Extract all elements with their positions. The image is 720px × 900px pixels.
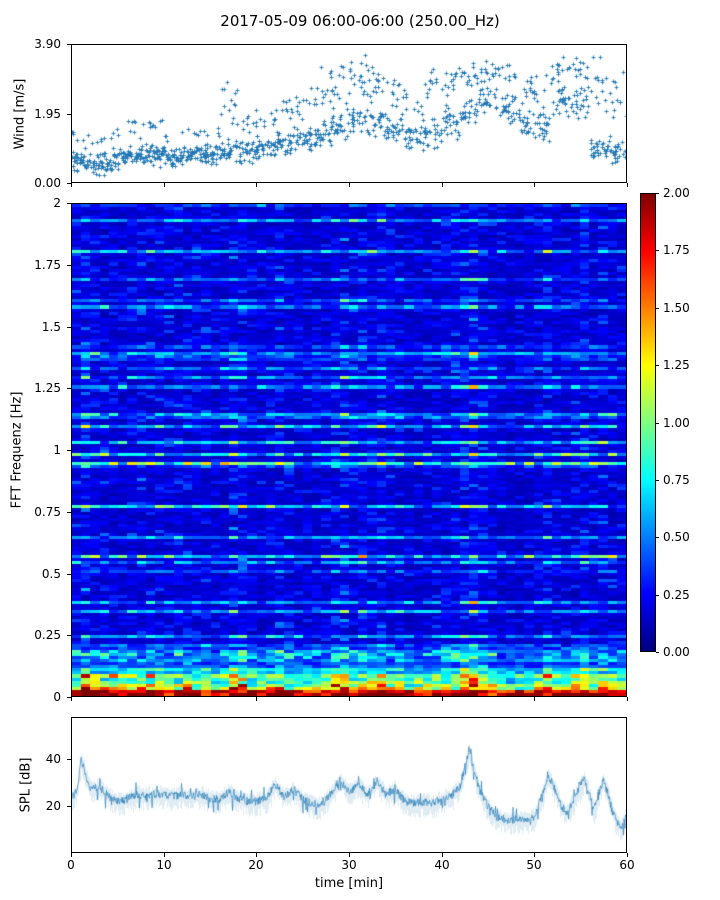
y-tick-label: 1 xyxy=(53,443,61,457)
x-tick-mark xyxy=(71,183,72,187)
y-tick-label: 0.75 xyxy=(34,505,61,519)
x-tick-mark xyxy=(627,697,628,701)
x-tick-label: 40 xyxy=(434,858,450,872)
x-tick-mark xyxy=(442,183,443,187)
y-tick-label: 2 xyxy=(53,196,61,210)
x-tick-label: 30 xyxy=(341,858,357,872)
x-tick-mark xyxy=(534,697,535,701)
colorbar-tick-label: 1.75 xyxy=(663,243,690,257)
x-tick-mark xyxy=(627,183,628,187)
y-tick-mark xyxy=(67,183,71,184)
wind-panel xyxy=(71,44,627,183)
colorbar-tick-label: 0.75 xyxy=(663,473,690,487)
x-tick-mark xyxy=(256,853,257,857)
x-tick-mark xyxy=(442,853,443,857)
colorbar-tick-mark xyxy=(656,652,659,653)
colorbar-tick-label: 0.50 xyxy=(663,530,690,544)
y-tick-label: 1.5 xyxy=(41,320,61,334)
x-tick-mark xyxy=(442,697,443,701)
x-tick-mark xyxy=(349,697,350,701)
x-tick-mark xyxy=(164,853,165,857)
x-tick-mark xyxy=(256,183,257,187)
y-tick-label: 1.95 xyxy=(34,107,61,121)
x-tick-label: 60 xyxy=(619,858,635,872)
spl-panel xyxy=(71,717,627,853)
x-tick-mark xyxy=(71,853,72,857)
y-tick-label: 20 xyxy=(45,799,61,813)
y-tick-mark xyxy=(67,327,71,328)
y-tick-label: 0.25 xyxy=(34,628,61,642)
colorbar-tick-mark xyxy=(656,365,659,366)
colorbar xyxy=(640,193,656,652)
x-tick-mark xyxy=(71,697,72,701)
spectrogram-canvas xyxy=(72,204,626,696)
colorbar-gradient-canvas xyxy=(641,194,655,651)
y-tick-label: 0.5 xyxy=(41,567,61,581)
y-tick-mark xyxy=(67,203,71,204)
y-tick-mark xyxy=(67,114,71,115)
spl-line-canvas xyxy=(72,718,626,852)
colorbar-tick-mark xyxy=(656,308,659,309)
colorbar-tick-mark xyxy=(656,537,659,538)
colorbar-tick-label: 0.25 xyxy=(663,588,690,602)
x-tick-mark xyxy=(349,853,350,857)
x-tick-mark xyxy=(349,183,350,187)
spectrogram-panel xyxy=(71,203,627,697)
colorbar-tick-mark xyxy=(656,193,659,194)
colorbar-tick-label: 0.00 xyxy=(663,645,690,659)
y-tick-label: 3.90 xyxy=(34,37,61,51)
x-tick-label: 10 xyxy=(156,858,172,872)
x-tick-mark xyxy=(627,853,628,857)
colorbar-tick-label: 2.00 xyxy=(663,186,690,200)
y-tick-label: 0 xyxy=(53,690,61,704)
x-tick-mark xyxy=(534,183,535,187)
time-xlabel: time [min] xyxy=(314,876,384,891)
wind-scatter-canvas xyxy=(72,45,626,182)
x-tick-label: 20 xyxy=(248,858,264,872)
y-tick-mark xyxy=(67,697,71,698)
x-tick-label: 50 xyxy=(526,858,542,872)
y-tick-mark xyxy=(67,512,71,513)
y-tick-label: 0.00 xyxy=(34,176,61,190)
figure-title: 2017-05-09 06:00-06:00 (250.00_Hz) xyxy=(220,12,500,30)
y-tick-mark xyxy=(67,265,71,266)
colorbar-tick-label: 1.50 xyxy=(663,301,690,315)
y-tick-mark xyxy=(67,388,71,389)
x-tick-label: 0 xyxy=(67,858,75,872)
colorbar-tick-mark xyxy=(656,423,659,424)
colorbar-tick-mark xyxy=(656,480,659,481)
x-tick-mark xyxy=(256,697,257,701)
colorbar-tick-mark xyxy=(656,595,659,596)
y-tick-mark xyxy=(67,574,71,575)
x-tick-mark xyxy=(164,183,165,187)
y-tick-label: 40 xyxy=(45,752,61,766)
y-tick-mark xyxy=(67,450,71,451)
x-tick-mark xyxy=(534,853,535,857)
y-tick-label: 1.25 xyxy=(34,381,61,395)
colorbar-tick-label: 1.00 xyxy=(663,416,690,430)
y-tick-mark xyxy=(67,759,71,760)
y-tick-label: 1.75 xyxy=(34,258,61,272)
colorbar-tick-label: 1.25 xyxy=(663,358,690,372)
y-tick-mark xyxy=(67,806,71,807)
x-tick-mark xyxy=(164,697,165,701)
y-tick-mark xyxy=(67,44,71,45)
y-tick-mark xyxy=(67,635,71,636)
colorbar-tick-mark xyxy=(656,250,659,251)
